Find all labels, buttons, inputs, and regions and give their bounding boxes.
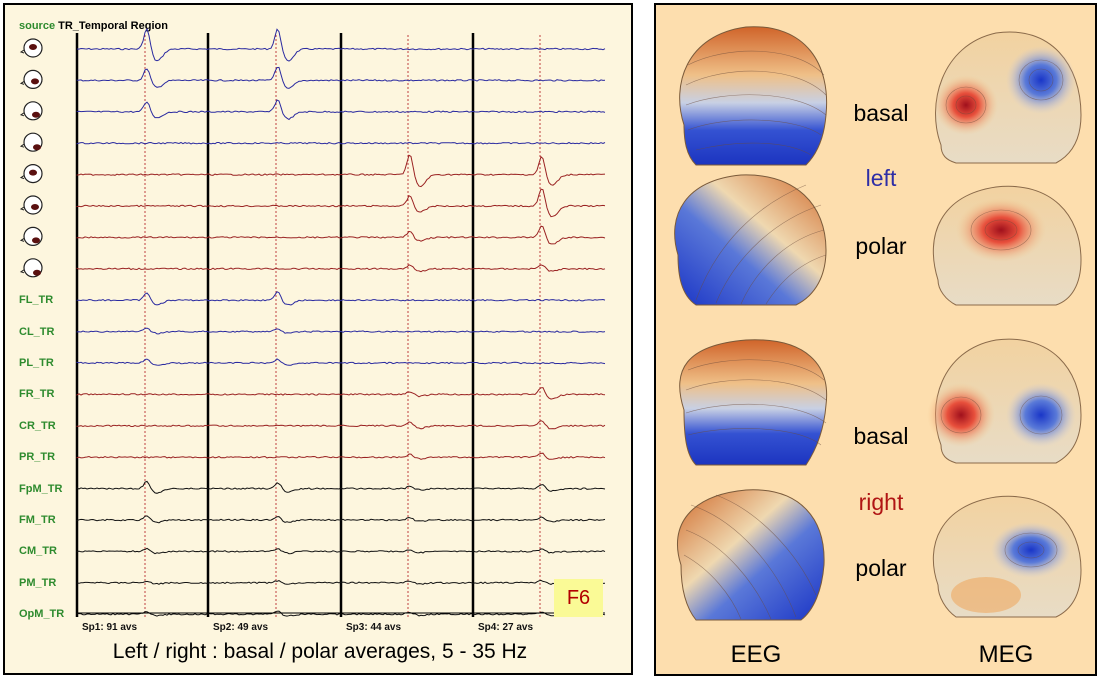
channel-trace: [76, 358, 606, 366]
channel-trace: [76, 420, 606, 430]
column-label-eeg: EEG: [730, 641, 782, 668]
eeg-basal-left-map: [679, 26, 828, 166]
channel-trace: [76, 452, 606, 460]
head-source-icon: [19, 101, 43, 121]
channel-label: FM_TR: [19, 514, 56, 526]
head-source-icon: [19, 195, 43, 215]
segment-label: Sp2: 49 avs: [213, 622, 269, 633]
channel-label: FL_TR: [19, 294, 54, 307]
channel-label: CL_TR: [19, 325, 55, 338]
group-label-left: left: [865, 165, 897, 191]
row-label-polar-top: polar: [855, 233, 907, 259]
head-source-icon: [19, 226, 43, 246]
group-label-right: right: [858, 489, 904, 515]
topography-panel: basal left polar basal right polar EEG M…: [654, 3, 1097, 676]
source-name: TR_Temporal Region: [58, 20, 168, 32]
channel-trace: [76, 99, 606, 121]
channel-trace: [76, 515, 606, 524]
channel-trace: [76, 141, 606, 145]
head-maps: [674, 26, 1082, 621]
head-source-icon: [19, 38, 43, 58]
eeg-polar-left-map: [674, 174, 827, 306]
channel-trace: [76, 225, 606, 245]
channel-label: FR_TR: [19, 388, 55, 401]
row-label-basal-top: basal: [853, 100, 909, 126]
eeg-polar-right-map: [676, 489, 825, 621]
eeg-basal-right-map: [679, 339, 828, 466]
channel-label: CR_TR: [19, 419, 56, 432]
head-source-icon: [19, 132, 43, 152]
meg-polar-left-map: [932, 185, 1082, 306]
waveform-panel: source TR_Temporal Region FL_TR CL_TR PL_T…: [3, 3, 633, 675]
channel-label: OpM_TR: [19, 608, 65, 621]
head-source-icon: [19, 69, 43, 90]
channel-trace: [76, 480, 606, 494]
meg-polar-right-map: [932, 495, 1082, 618]
meg-basal-right-map: [927, 338, 1082, 464]
row-label-basal-bottom: basal: [853, 423, 909, 449]
channel-label: PL_TR: [19, 357, 54, 369]
segment-label: Sp1: 91 avs: [82, 622, 138, 633]
channel-trace: [76, 291, 606, 306]
channel-trace: [76, 327, 606, 335]
source-title: source TR_Temporal Region: [19, 20, 168, 32]
channel-label: CM_TR: [19, 545, 57, 558]
channel-trace: [76, 579, 606, 585]
channel-trace: [76, 27, 606, 62]
meg-basal-left-map: [934, 31, 1082, 164]
segment-label: Sp3: 44 avs: [346, 622, 402, 633]
channel-trace: [76, 387, 606, 400]
channel-trace: [76, 547, 606, 555]
segment-label: Sp4: 27 avs: [478, 622, 534, 633]
figure-badge: F6: [554, 579, 603, 617]
channel-trace: [76, 610, 606, 617]
panel-caption: Left / right : basal / polar averages, 5…: [112, 640, 528, 663]
channel-label: PM_TR: [19, 576, 57, 589]
row-label-polar-bottom: polar: [855, 555, 907, 581]
channel-label: PR_TR: [19, 451, 56, 464]
channel-label: FpM_TR: [19, 482, 63, 495]
channel-trace: [76, 154, 606, 188]
trace-plot: [19, 27, 606, 617]
head-source-icon: [19, 258, 43, 278]
column-label-meg: MEG: [978, 641, 1034, 668]
channel-trace: [76, 264, 606, 273]
head-source-icon: [19, 164, 43, 184]
channel-trace: [76, 66, 606, 89]
channel-trace: [76, 188, 606, 218]
source-prefix: source: [19, 20, 56, 32]
